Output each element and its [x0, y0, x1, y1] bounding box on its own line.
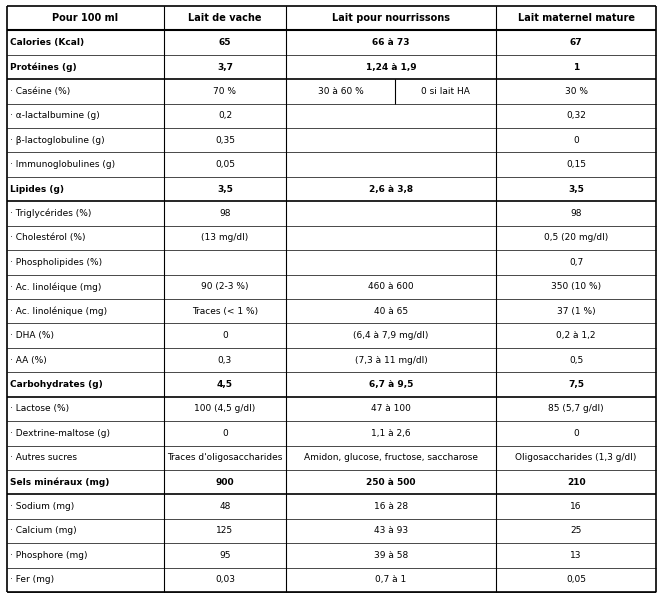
Text: · Ac. linoléique (mg): · Ac. linoléique (mg)	[10, 282, 101, 292]
Text: · Cholestérol (%): · Cholestérol (%)	[10, 233, 86, 242]
Text: 43 à 93: 43 à 93	[374, 526, 408, 535]
Text: 0,05: 0,05	[215, 160, 235, 169]
Text: 250 à 500: 250 à 500	[366, 478, 416, 487]
Text: 37 (1 %): 37 (1 %)	[557, 307, 595, 316]
Text: · Triglycérides (%): · Triglycérides (%)	[10, 209, 91, 218]
Text: Lait de vache: Lait de vache	[188, 13, 262, 23]
Text: 0: 0	[573, 136, 579, 145]
Text: 100 (4,5 g/dl): 100 (4,5 g/dl)	[194, 404, 255, 413]
Text: 98: 98	[219, 209, 231, 218]
Text: 1,1 à 2,6: 1,1 à 2,6	[371, 429, 411, 438]
Text: 0,03: 0,03	[215, 575, 235, 584]
Text: · Autres sucres: · Autres sucres	[10, 453, 77, 462]
Text: (6,4 à 7,9 mg/dl): (6,4 à 7,9 mg/dl)	[353, 331, 429, 340]
Text: Lait maternel mature: Lait maternel mature	[518, 13, 634, 23]
Text: 3,7: 3,7	[217, 63, 233, 72]
Text: 350 (10 %): 350 (10 %)	[551, 282, 601, 291]
Text: 0: 0	[573, 429, 579, 438]
Text: 6,7 à 9,5: 6,7 à 9,5	[369, 380, 413, 389]
Text: 900: 900	[215, 478, 234, 487]
Text: 13: 13	[570, 551, 582, 560]
Text: 0,15: 0,15	[566, 160, 586, 169]
Text: 0,05: 0,05	[566, 575, 586, 584]
Text: 25: 25	[570, 526, 582, 535]
Text: 66 à 73: 66 à 73	[372, 38, 410, 47]
Text: · Lactose (%): · Lactose (%)	[10, 404, 69, 413]
Text: 2,6 à 3,8: 2,6 à 3,8	[369, 185, 413, 194]
Text: 65: 65	[219, 38, 231, 47]
Text: 0,3: 0,3	[218, 356, 232, 365]
Text: Calories (Kcal): Calories (Kcal)	[10, 38, 84, 47]
Text: 0,2: 0,2	[218, 111, 232, 120]
Text: · Sodium (mg): · Sodium (mg)	[10, 502, 74, 511]
Text: 30 à 60 %: 30 à 60 %	[318, 87, 363, 96]
Text: · Caséine (%): · Caséine (%)	[10, 87, 70, 96]
Text: 40 à 65: 40 à 65	[374, 307, 408, 316]
Text: 70 %: 70 %	[213, 87, 237, 96]
Text: Traces (< 1 %): Traces (< 1 %)	[192, 307, 258, 316]
Text: Oligosaccharides (1,3 g/dl): Oligosaccharides (1,3 g/dl)	[515, 453, 637, 462]
Text: 39 à 58: 39 à 58	[374, 551, 408, 560]
Text: Lait pour nourrissons: Lait pour nourrissons	[332, 13, 450, 23]
Text: · Fer (mg): · Fer (mg)	[10, 575, 54, 584]
Text: · Calcium (mg): · Calcium (mg)	[10, 526, 76, 535]
Text: 3,5: 3,5	[217, 185, 233, 194]
Text: 0 si lait HA: 0 si lait HA	[421, 87, 470, 96]
Text: · β-lactoglobuline (g): · β-lactoglobuline (g)	[10, 136, 105, 145]
Text: (13 mg/dl): (13 mg/dl)	[202, 233, 249, 242]
Text: 0,2 à 1,2: 0,2 à 1,2	[556, 331, 596, 340]
Text: (7,3 à 11 mg/dl): (7,3 à 11 mg/dl)	[355, 356, 428, 365]
Text: Carbohydrates (g): Carbohydrates (g)	[10, 380, 103, 389]
Text: 0,7: 0,7	[569, 258, 583, 267]
Text: · Ac. linolénique (mg): · Ac. linolénique (mg)	[10, 306, 107, 316]
Text: 98: 98	[570, 209, 582, 218]
Text: 460 à 600: 460 à 600	[368, 282, 414, 291]
Text: Protéines (g): Protéines (g)	[10, 62, 76, 72]
Text: 16: 16	[570, 502, 582, 511]
Text: 47 à 100: 47 à 100	[371, 404, 411, 413]
Text: Sels minéraux (mg): Sels minéraux (mg)	[10, 477, 109, 487]
Text: 16 à 28: 16 à 28	[374, 502, 408, 511]
Text: 0,32: 0,32	[566, 111, 586, 120]
Text: 0,35: 0,35	[215, 136, 235, 145]
Text: · α-lactalbumine (g): · α-lactalbumine (g)	[10, 111, 99, 120]
Text: 90 (2-3 %): 90 (2-3 %)	[201, 282, 249, 291]
Text: · Immunoglobulines (g): · Immunoglobulines (g)	[10, 160, 115, 169]
Text: 0: 0	[222, 331, 228, 340]
Text: Pour 100 ml: Pour 100 ml	[52, 13, 118, 23]
Text: 210: 210	[567, 478, 585, 487]
Text: 67: 67	[570, 38, 582, 47]
Text: 85 (5,7 g/dl): 85 (5,7 g/dl)	[548, 404, 604, 413]
Text: 1: 1	[573, 63, 579, 72]
Text: 3,5: 3,5	[568, 185, 584, 194]
Text: 0,5: 0,5	[569, 356, 583, 365]
Text: 125: 125	[216, 526, 233, 535]
Text: · Dextrine-maltose (g): · Dextrine-maltose (g)	[10, 429, 110, 438]
Text: · Phospholipides (%): · Phospholipides (%)	[10, 258, 102, 267]
Text: 30 %: 30 %	[565, 87, 587, 96]
Text: 7,5: 7,5	[568, 380, 584, 389]
Text: 95: 95	[219, 551, 231, 560]
Text: Amidon, glucose, fructose, saccharose: Amidon, glucose, fructose, saccharose	[304, 453, 478, 462]
Text: 0,5 (20 mg/dl): 0,5 (20 mg/dl)	[544, 233, 608, 242]
Text: · Phosphore (mg): · Phosphore (mg)	[10, 551, 88, 560]
Text: 4,5: 4,5	[217, 380, 233, 389]
Text: 0,7 à 1: 0,7 à 1	[375, 575, 406, 584]
Text: Traces d'oligosaccharides: Traces d'oligosaccharides	[167, 453, 282, 462]
Text: 48: 48	[219, 502, 231, 511]
Text: · AA (%): · AA (%)	[10, 356, 46, 365]
Text: 1,24 à 1,9: 1,24 à 1,9	[365, 63, 416, 72]
Text: 0: 0	[222, 429, 228, 438]
Text: Lipides (g): Lipides (g)	[10, 185, 64, 194]
Text: · DHA (%): · DHA (%)	[10, 331, 54, 340]
